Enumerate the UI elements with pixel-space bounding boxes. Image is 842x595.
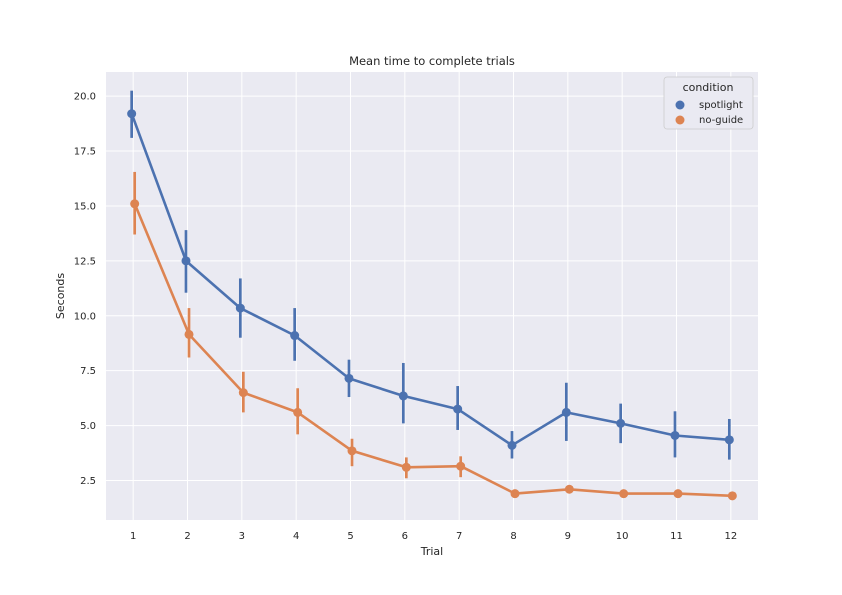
data-point-no-guide — [401, 462, 411, 472]
data-point-spotlight — [398, 391, 408, 401]
data-point-spotlight — [235, 303, 245, 313]
data-point-spotlight — [616, 418, 626, 428]
data-point-no-guide — [510, 489, 520, 499]
x-tick-labels: 1 2 3 4 5 6 7 8 9 10 11 12 — [130, 531, 737, 542]
data-point-spotlight — [344, 373, 354, 383]
data-point-spotlight — [290, 331, 300, 341]
data-point-no-guide — [727, 491, 737, 501]
legend-marker-no-guide — [675, 115, 685, 125]
x-tick-label: 11 — [670, 531, 683, 542]
x-tick-label: 3 — [239, 531, 245, 542]
x-tick-label: 5 — [347, 531, 353, 542]
x-tick-label: 10 — [616, 531, 629, 542]
x-axis-label: Trial — [420, 545, 443, 558]
data-point-no-guide — [238, 388, 248, 398]
data-point-no-guide — [184, 329, 194, 339]
y-axis-label: Seconds — [54, 273, 67, 319]
data-point-spotlight — [453, 404, 463, 414]
data-point-no-guide — [293, 407, 303, 417]
series-line-no-guide — [133, 203, 733, 498]
data-point-spotlight — [670, 430, 680, 440]
x-tick-label: 2 — [184, 531, 190, 542]
y-tick-labels: 2.5 5.0 7.5 10.0 12.5 15.0 17.5 20.0 — [74, 92, 96, 487]
x-tick-label: 8 — [510, 531, 516, 542]
x-tick-label: 1 — [130, 531, 136, 542]
data-point-spotlight — [561, 407, 571, 417]
legend-frame — [663, 76, 754, 130]
y-tick-label: 15.0 — [74, 201, 96, 212]
x-tick-label: 4 — [293, 531, 299, 542]
x-tick-label: 7 — [456, 531, 462, 542]
series-line-spotlight — [130, 113, 730, 447]
legend-label-spotlight: spotlight — [699, 100, 743, 111]
series-spotlight — [127, 90, 734, 460]
data-point-spotlight — [181, 256, 191, 266]
data-point-spotlight — [507, 440, 517, 450]
grid — [106, 72, 758, 520]
y-tick-label: 2.5 — [80, 476, 96, 487]
legend-title: condition — [683, 81, 734, 94]
data-point-no-guide — [347, 446, 357, 456]
x-tick-label: 9 — [565, 531, 571, 542]
y-tick-label: 17.5 — [74, 147, 96, 158]
data-point-spotlight — [127, 109, 137, 119]
legend-label-no-guide: no-guide — [699, 115, 743, 126]
data-point-no-guide — [619, 489, 629, 499]
data-point-spotlight — [724, 435, 734, 445]
data-point-no-guide — [130, 199, 140, 209]
plot-area — [106, 72, 758, 520]
x-tick-label: 6 — [402, 531, 408, 542]
y-tick-label: 20.0 — [74, 92, 96, 103]
y-tick-label: 12.5 — [74, 256, 96, 267]
y-tick-label: 7.5 — [80, 366, 96, 377]
x-tick-label: 12 — [724, 531, 737, 542]
legend-marker-spotlight — [675, 100, 685, 110]
y-tick-label: 10.0 — [74, 311, 96, 322]
legend: condition spotlight no-guide — [663, 76, 754, 130]
series-no-guide — [130, 171, 737, 501]
data-point-no-guide — [673, 489, 683, 499]
y-tick-label: 5.0 — [80, 421, 96, 432]
data-point-no-guide — [456, 461, 466, 471]
series-layer — [127, 90, 737, 501]
chart-title: Mean time to complete trials — [349, 54, 515, 68]
data-point-no-guide — [564, 484, 574, 494]
